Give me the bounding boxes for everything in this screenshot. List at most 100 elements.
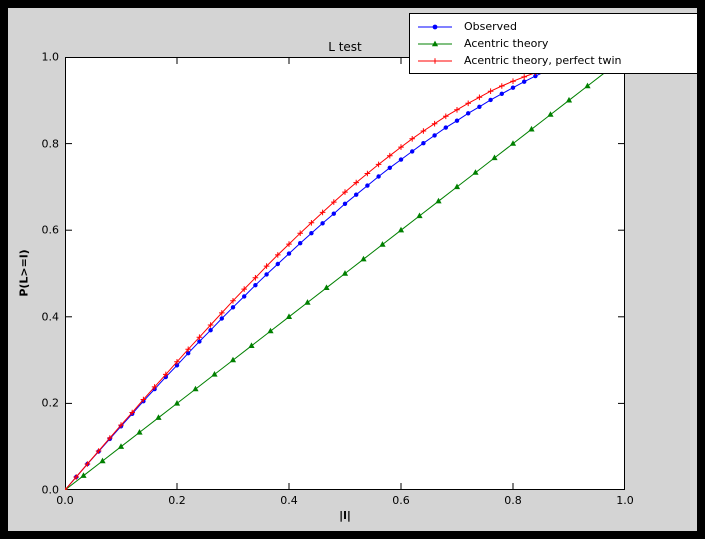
plus-marker (163, 371, 169, 378)
circle-marker (376, 174, 381, 179)
circle-marker (264, 272, 269, 277)
legend: Observed Acentric theory Acentric theory, … (409, 13, 698, 74)
legend-line-sample (418, 40, 452, 46)
triangle-marker (136, 429, 143, 435)
plus-marker (431, 120, 438, 127)
circle-marker (230, 305, 236, 310)
x-axis-label: |l| (339, 509, 351, 522)
x-tick-label: 0.2 (168, 494, 186, 507)
y-tick-label: 0.0 (41, 483, 60, 497)
plus-marker (230, 298, 236, 304)
x-tick-label: 0.6 (392, 494, 410, 507)
triangle-marker (211, 371, 218, 377)
legend-item-acentric-theory: Acentric theory (416, 35, 691, 52)
plus-marker (84, 461, 91, 467)
y-tick-label: 1.0 (41, 50, 60, 64)
triangle-marker (435, 197, 442, 204)
triangle-marker (491, 154, 498, 161)
circle-marker (298, 241, 303, 246)
legend-line-sample (418, 57, 452, 64)
plus-marker (364, 170, 371, 177)
plus-marker (510, 78, 516, 84)
triangle-marker (416, 212, 423, 219)
plus-marker (387, 152, 393, 159)
circle-marker (522, 79, 527, 84)
plus-marker (487, 88, 494, 94)
plus-marker (398, 144, 404, 150)
plot-canvas (65, 57, 625, 490)
plus-marker (196, 334, 203, 340)
triangle-marker (99, 457, 106, 464)
triangle-marker (453, 183, 461, 190)
legend-rows: Observed Acentric theory Acentric theory, … (416, 18, 691, 69)
circle-marker (208, 328, 213, 333)
y-axis-label: P(L>=l) (17, 249, 31, 297)
circle-marker (454, 118, 460, 123)
plus-marker (174, 359, 180, 365)
triangle-marker (155, 414, 162, 420)
circle-marker (398, 157, 404, 162)
circle-marker (533, 73, 538, 79)
circle-marker (410, 149, 415, 154)
plus-marker (129, 409, 135, 416)
plus-marker (499, 83, 505, 89)
triangle-marker (397, 226, 405, 233)
triangle-marker (360, 255, 367, 262)
plus-marker (409, 136, 415, 142)
axes-area (65, 57, 625, 490)
x-tick-label: 0.8 (504, 494, 522, 507)
circle-marker (499, 91, 504, 96)
series-observed (65, 68, 549, 490)
circle-marker (186, 351, 191, 356)
plus-marker (252, 275, 259, 281)
legend-label: Acentric theory, perfect twin (464, 54, 622, 67)
circle-marker (253, 283, 258, 288)
y-tick-label: 0.2 (41, 396, 60, 410)
plus-marker (219, 310, 225, 316)
chart-title: L test (328, 40, 362, 54)
x-tick-label: 1.0 (616, 494, 634, 507)
plus-marker (118, 422, 124, 428)
triangle-marker (192, 385, 199, 392)
triangle-marker (323, 284, 330, 290)
plus-marker (185, 346, 191, 353)
legend-line-sample (418, 24, 452, 29)
plus-marker (275, 252, 281, 258)
plus-marker (95, 448, 102, 454)
triangle-marker (285, 313, 293, 319)
circle-marker (197, 339, 202, 344)
plus-marker (73, 474, 79, 480)
plus-marker (331, 199, 337, 205)
plus-marker (521, 74, 527, 80)
circle-marker (342, 201, 348, 206)
plus-marker (297, 230, 303, 236)
circle-marker (466, 111, 471, 116)
plus-marker (375, 161, 382, 168)
circle-marker (477, 104, 482, 109)
x-tick-label: 0.0 (56, 494, 74, 507)
triangle-marker (229, 356, 237, 363)
circle-marker (365, 183, 370, 188)
legend-label: Observed (464, 20, 517, 33)
y-tick-label: 0.6 (41, 223, 60, 237)
legend-item-acentric-theory-perfect-twin: Acentric theory, perfect twin (416, 52, 691, 69)
triangle-marker (584, 82, 591, 89)
triangle-marker (267, 327, 274, 334)
circle-marker (421, 141, 426, 146)
triangle-marker (379, 241, 386, 247)
plus-marker (140, 396, 147, 403)
plus-marker (342, 189, 348, 195)
y-tick-label: 0.4 (41, 310, 60, 324)
series-acentric-theory (65, 67, 610, 490)
x-tick-label: 0.4 (280, 494, 298, 507)
triangle-marker (117, 443, 125, 449)
plus-marker (420, 128, 427, 134)
legend-label: Acentric theory (464, 37, 549, 50)
circle-marker (219, 316, 224, 321)
triangle-marker (80, 472, 87, 478)
plus-marker (241, 286, 247, 292)
plus-marker (443, 113, 449, 120)
circle-marker (331, 211, 336, 216)
plus-marker (286, 241, 292, 247)
